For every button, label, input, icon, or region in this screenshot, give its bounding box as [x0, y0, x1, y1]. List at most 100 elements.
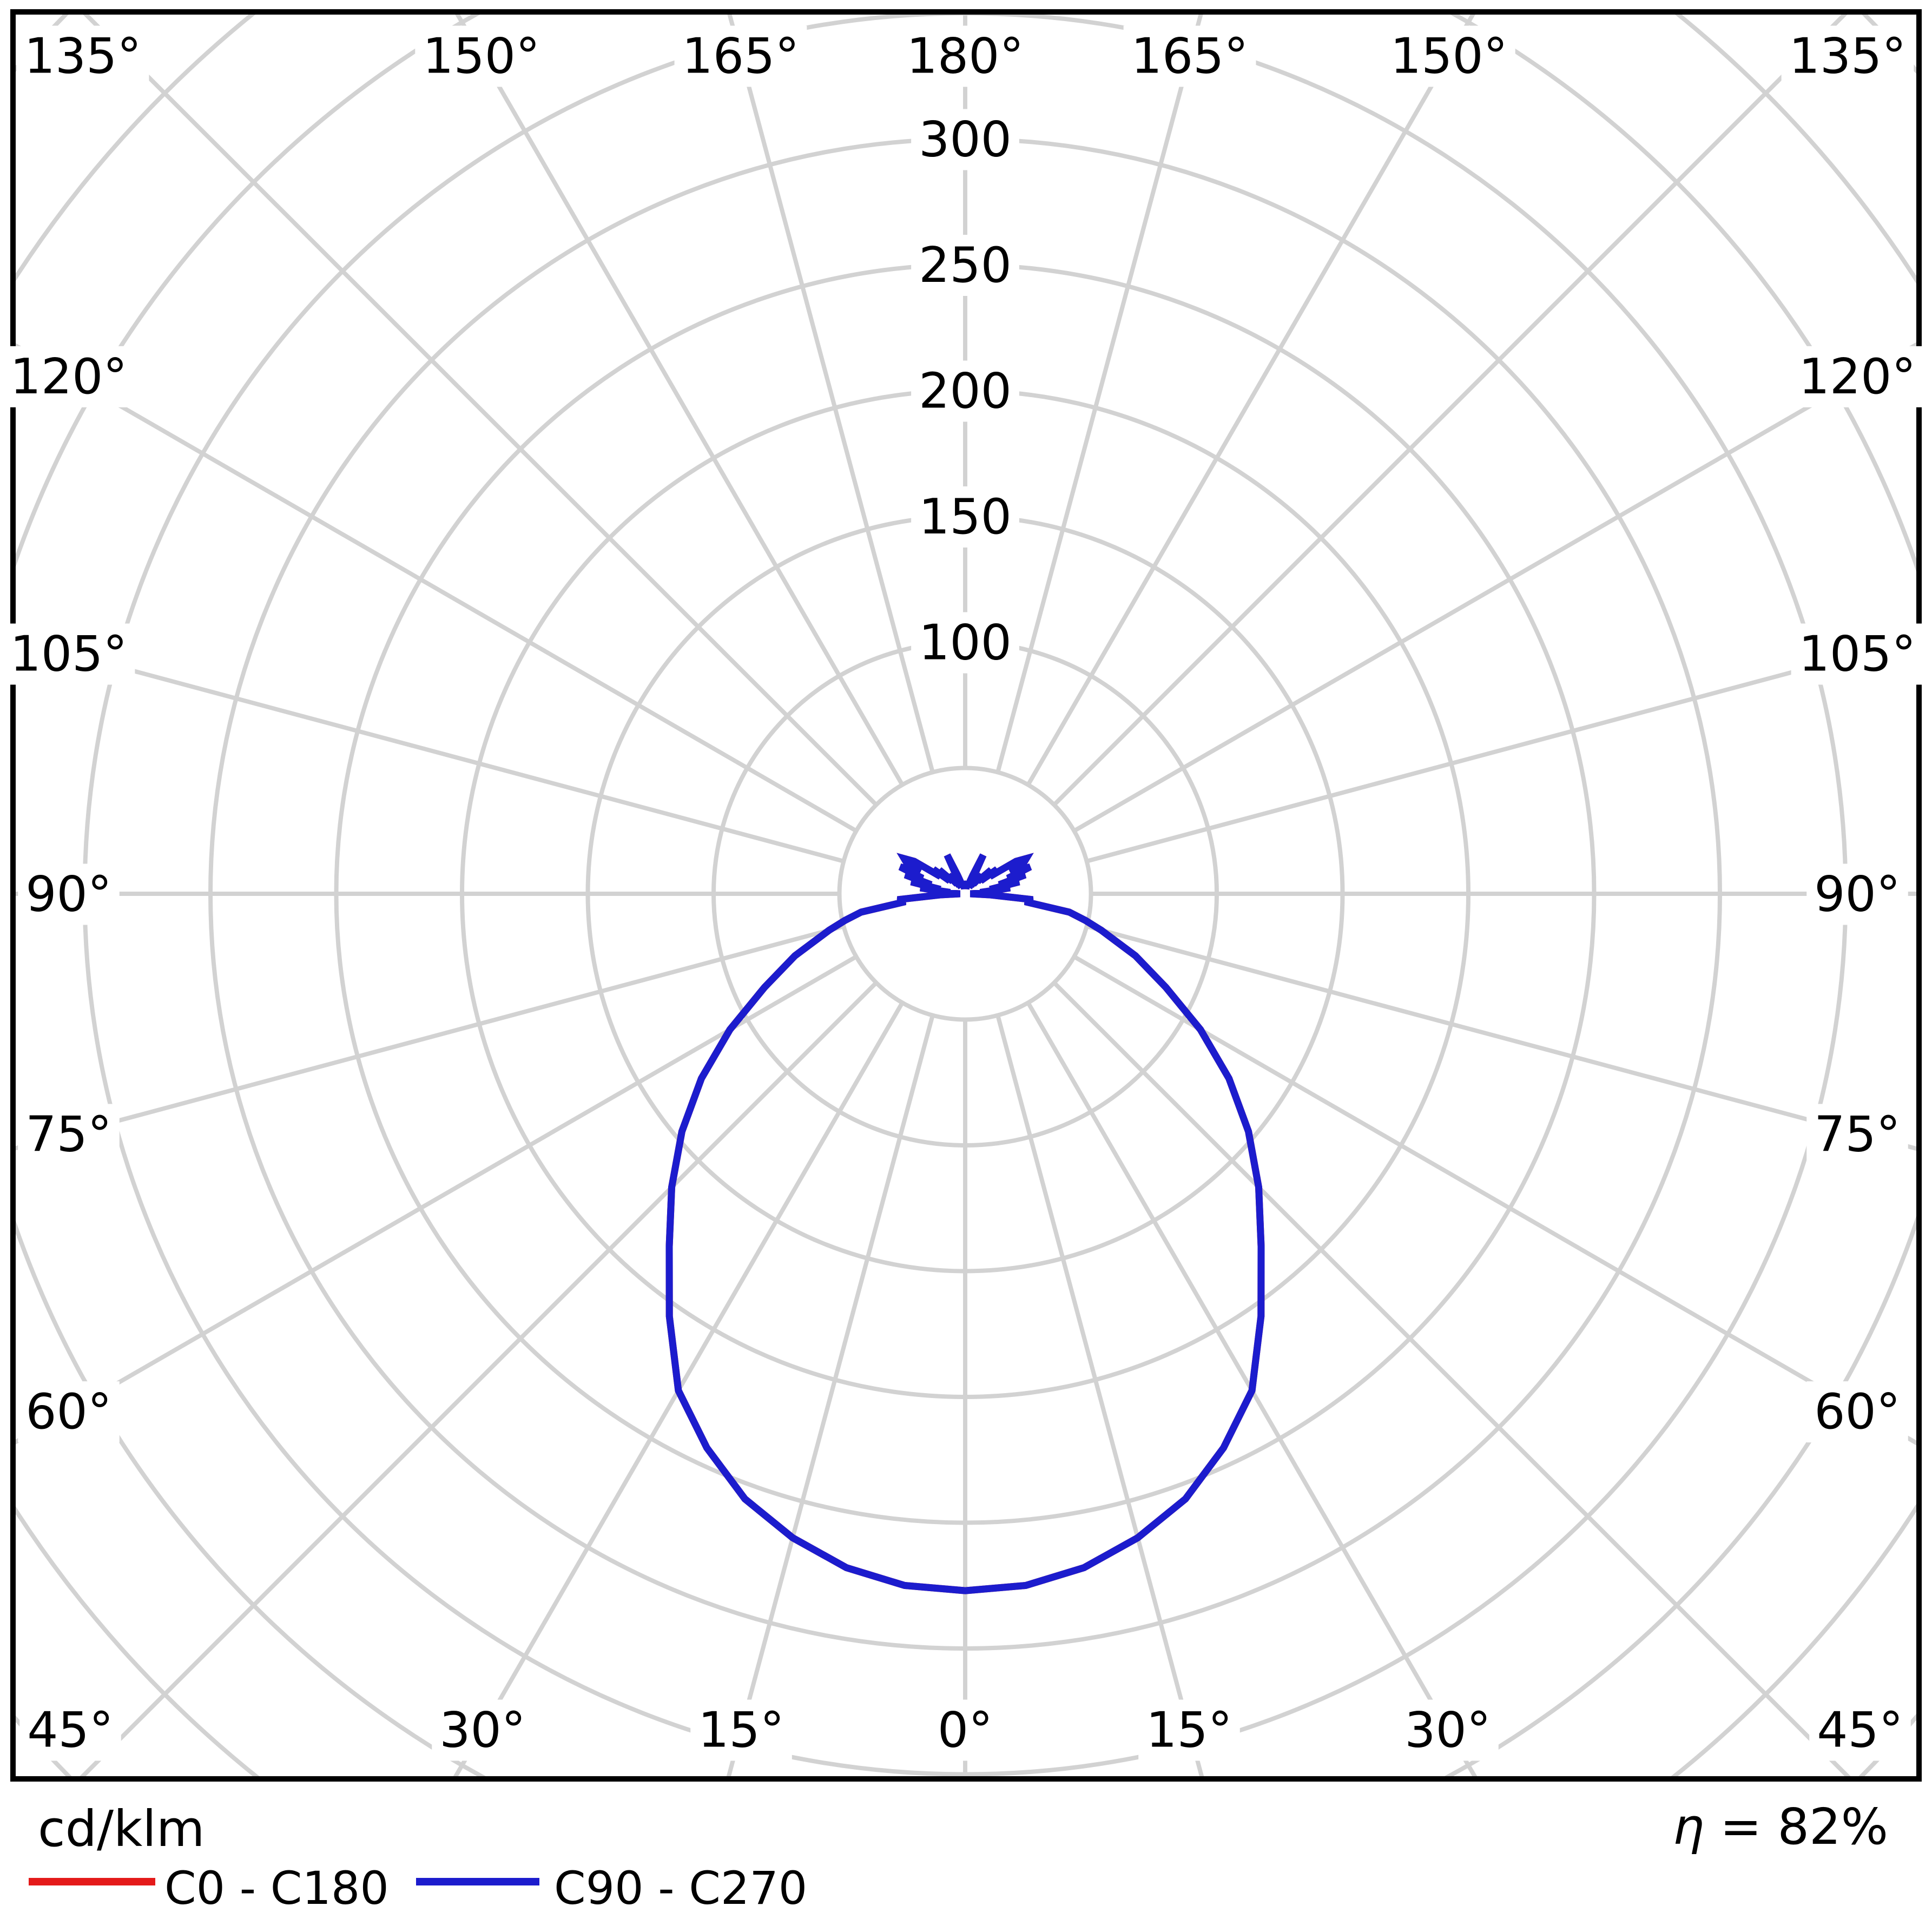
angle-label-165-left: 165° — [674, 25, 807, 87]
angle-label-15-right-text: 15° — [1146, 1702, 1232, 1759]
angle-label-60-right-bg — [1806, 1381, 1908, 1443]
grid-spoke-255 — [13, 636, 845, 863]
grid-spoke-195 — [727, 12, 935, 773]
radial-label-200-text: 200 — [919, 363, 1012, 420]
radial-label-100: 100 — [911, 612, 1019, 674]
grid-spoke-30 — [1026, 1001, 1479, 1779]
angle-label-45-left-text: 45° — [27, 1702, 114, 1759]
angle-label-75-left-text: 75° — [25, 1106, 112, 1163]
angle-label-45-right-bg — [1809, 1699, 1911, 1761]
radial-label-300: 300 — [911, 109, 1019, 170]
angle-label-135-right-bg — [1781, 25, 1914, 87]
angle-label-15-right-bg — [1138, 1699, 1240, 1761]
curve-c90-c270 — [665, 853, 1265, 1594]
angle-label-165-right-text: 165° — [1131, 28, 1249, 85]
angle-label-45-left-bg — [19, 1699, 121, 1761]
angle-label-105-left: 105° — [2, 623, 135, 685]
angle-label-60-left-bg — [18, 1381, 120, 1443]
angle-label-90-left: 90° — [18, 863, 120, 925]
plot-border — [10, 9, 1922, 1782]
angle-label-150-left-text: 150° — [423, 28, 540, 85]
angle-label-0-text: 0° — [938, 1702, 993, 1759]
angle-label-30-left-bg — [432, 1699, 533, 1761]
angle-label-135-right-text: 135° — [1789, 28, 1907, 85]
radial-label-150-text: 150 — [919, 489, 1012, 545]
angle-label-120-left-bg — [2, 346, 135, 407]
angle-label-165-left-text: 165° — [682, 28, 800, 85]
radial-label-250-text: 250 — [919, 237, 1012, 294]
radial-label-150: 150 — [911, 486, 1019, 548]
angle-label-30-left: 30° — [432, 1699, 533, 1761]
radial-label-150-bg — [911, 486, 1019, 548]
angle-label-135-left: 135° — [16, 25, 149, 87]
grid-spoke-285 — [13, 924, 845, 1151]
radial-label-100-bg — [911, 612, 1019, 674]
angle-label-75-right-text: 75° — [1814, 1106, 1901, 1163]
angle-label-120-right-text: 120° — [1799, 348, 1916, 405]
angle-label-60-right: 60° — [1806, 1381, 1908, 1443]
grid-spoke-300 — [13, 954, 858, 1446]
angle-label-0-bg — [929, 1699, 1001, 1761]
angle-label-105-left-text: 105° — [10, 626, 128, 683]
grid-spoke-165 — [995, 12, 1204, 773]
grid-spoke-75 — [1086, 924, 1919, 1152]
angle-label-150-right-text: 150° — [1390, 28, 1508, 85]
grid-spoke-210 — [453, 12, 905, 786]
angle-label-90-left-text: 90° — [25, 866, 112, 923]
angle-label-165-left-bg — [674, 25, 807, 87]
angle-label-120-left-text: 120° — [10, 348, 128, 405]
grid-spoke-45 — [1052, 981, 1854, 1779]
legend-swatch-c90-c270 — [416, 1878, 539, 1885]
eta-symbol: η — [1672, 1798, 1704, 1856]
angle-label-150-right-bg — [1382, 25, 1515, 87]
angle-label-90-right-text: 90° — [1814, 866, 1901, 923]
angle-label-90-right: 90° — [1806, 863, 1908, 925]
angle-label-120-right-bg — [1791, 346, 1924, 407]
angle-label-120-left: 120° — [2, 346, 135, 407]
angle-label-180-bg — [899, 25, 1032, 87]
angle-label-75-left-bg — [18, 1104, 120, 1165]
angle-label-105-right-bg — [1791, 623, 1924, 685]
efficiency-value: = 82% — [1704, 1798, 1888, 1856]
angle-label-150-left-bg — [415, 25, 548, 87]
angle-label-180-text: 180° — [907, 28, 1024, 85]
angle-label-75-right: 75° — [1806, 1104, 1908, 1165]
radial-label-250: 250 — [911, 235, 1019, 296]
angle-label-30-right: 30° — [1397, 1699, 1499, 1761]
legend-label-c0-c180: C0 - C180 — [164, 1862, 389, 1915]
angle-label-45-right-text: 45° — [1817, 1702, 1903, 1759]
angle-label-45-right: 45° — [1809, 1699, 1911, 1761]
grid-spoke-105 — [1086, 636, 1919, 863]
angle-label-15-left-bg — [690, 1699, 792, 1761]
angle-label-165-right-bg — [1123, 25, 1256, 87]
angle-label-135-left-text: 135° — [24, 28, 142, 85]
grid-spoke-345 — [726, 1014, 935, 1779]
angle-label-90-left-bg — [18, 863, 120, 925]
angle-label-60-left-text: 60° — [25, 1383, 112, 1440]
angle-label-105-right-text: 105° — [1799, 626, 1916, 683]
angle-label-15-right: 15° — [1138, 1699, 1240, 1761]
grid-spoke-240 — [13, 341, 858, 833]
grid-ring-50 — [837, 766, 1093, 1022]
grid-spoke-150 — [1026, 12, 1477, 786]
radial-label-300-text: 300 — [919, 111, 1012, 168]
angle-label-180: 180° — [899, 25, 1032, 87]
radial-label-200: 200 — [911, 360, 1019, 422]
grid-spoke-120 — [1073, 340, 1919, 833]
angle-label-150-left: 150° — [415, 25, 548, 87]
angle-label-60-right-text: 60° — [1814, 1383, 1901, 1440]
radial-label-250-bg — [911, 235, 1019, 296]
radial-label-100-text: 100 — [919, 615, 1012, 671]
angle-label-30-right-bg — [1397, 1699, 1499, 1761]
grid-spoke-330 — [451, 1001, 905, 1779]
radial-label-200-bg — [911, 360, 1019, 422]
legend-label-c90-c270: C90 - C270 — [554, 1862, 808, 1915]
angle-label-60-left: 60° — [18, 1381, 120, 1443]
angle-label-120-right: 120° — [1791, 346, 1924, 407]
angle-label-45-left: 45° — [19, 1699, 121, 1761]
angle-label-75-right-bg — [1806, 1104, 1908, 1165]
angle-label-75-left: 75° — [18, 1104, 120, 1165]
angle-label-0: 0° — [929, 1699, 1001, 1761]
radial-label-300-bg — [911, 109, 1019, 170]
